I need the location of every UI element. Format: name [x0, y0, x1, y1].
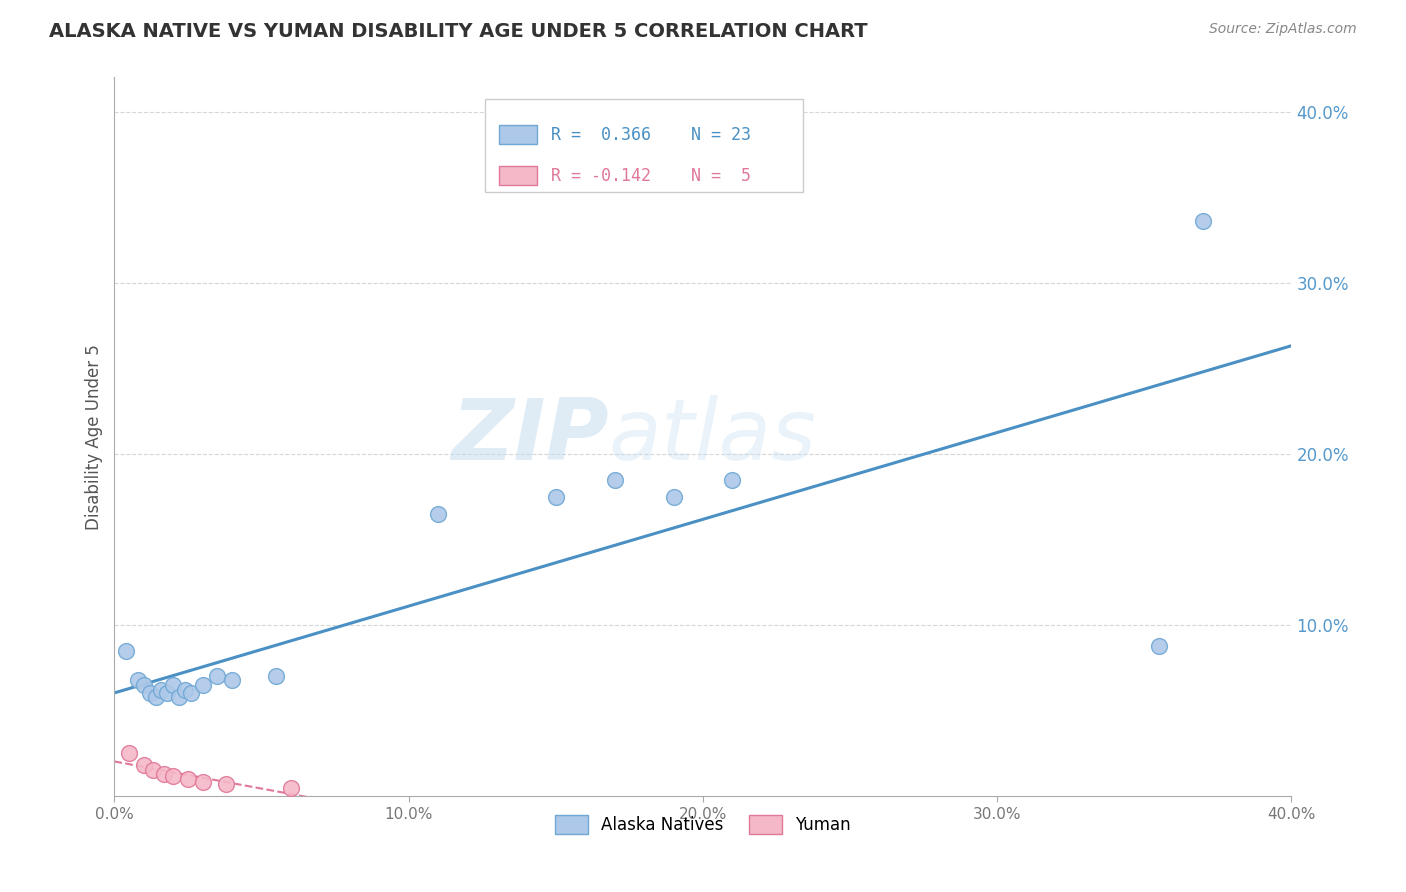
Text: ALASKA NATIVE VS YUMAN DISABILITY AGE UNDER 5 CORRELATION CHART: ALASKA NATIVE VS YUMAN DISABILITY AGE UN…	[49, 22, 868, 41]
Point	[118, 747, 141, 761]
Point	[207, 669, 229, 683]
Y-axis label: Disability Age Under 5: Disability Age Under 5	[86, 343, 103, 530]
Text: R = -0.142    N =  5: R = -0.142 N = 5	[551, 167, 751, 185]
Point	[177, 772, 200, 786]
Point	[280, 780, 302, 795]
Text: Source: ZipAtlas.com: Source: ZipAtlas.com	[1209, 22, 1357, 37]
Text: atlas: atlas	[609, 395, 817, 478]
Point	[544, 490, 567, 504]
Point	[191, 678, 214, 692]
Point	[1147, 639, 1170, 653]
Point	[153, 767, 176, 781]
FancyBboxPatch shape	[499, 167, 537, 185]
Point	[215, 777, 238, 791]
Point	[221, 673, 243, 687]
Point	[174, 683, 197, 698]
Point	[1192, 214, 1215, 228]
Point	[603, 473, 626, 487]
Legend: Alaska Natives, Yuman: Alaska Natives, Yuman	[555, 815, 851, 835]
Point	[167, 690, 190, 704]
Text: ZIP: ZIP	[451, 395, 609, 478]
Point	[162, 678, 184, 692]
FancyBboxPatch shape	[499, 125, 537, 144]
Point	[132, 678, 155, 692]
Text: R =  0.366    N = 23: R = 0.366 N = 23	[551, 126, 751, 144]
Point	[427, 507, 450, 521]
Point	[662, 490, 685, 504]
FancyBboxPatch shape	[485, 99, 803, 193]
Point	[132, 758, 155, 772]
Point	[115, 643, 138, 657]
Point	[150, 683, 173, 698]
Point	[156, 686, 179, 700]
Point	[138, 686, 160, 700]
Point	[127, 673, 149, 687]
Point	[162, 768, 184, 782]
Point	[721, 473, 744, 487]
Point	[191, 775, 214, 789]
Point	[180, 686, 202, 700]
Point	[142, 764, 165, 778]
Point	[264, 669, 287, 683]
Point	[145, 690, 167, 704]
